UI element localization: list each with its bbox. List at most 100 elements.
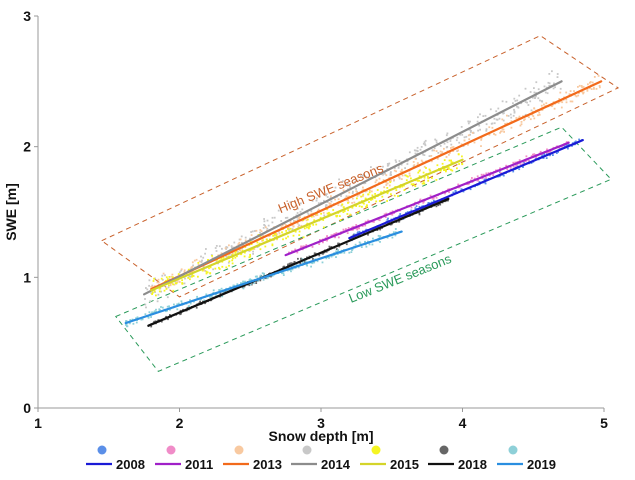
point-2014 — [530, 109, 533, 112]
point-2019 — [233, 284, 236, 287]
point-2015 — [339, 219, 342, 221]
point-2019 — [335, 256, 337, 258]
point-2011 — [364, 220, 367, 223]
point-2018 — [270, 275, 272, 278]
point-2014 — [263, 224, 265, 226]
point-2013 — [528, 116, 530, 119]
point-2013 — [573, 90, 575, 92]
point-2013 — [581, 86, 583, 89]
point-2014 — [389, 174, 392, 176]
point-2013 — [578, 84, 581, 87]
point-2018 — [287, 264, 289, 267]
point-2014 — [263, 218, 265, 220]
point-2018 — [199, 300, 201, 303]
point-2015 — [323, 226, 325, 229]
point-2018 — [337, 242, 339, 245]
point-2014 — [355, 188, 357, 190]
point-2011 — [318, 243, 321, 245]
point-2013 — [374, 181, 377, 184]
point-2015 — [235, 250, 238, 253]
point-2015 — [287, 228, 289, 230]
point-2011 — [356, 227, 359, 229]
point-2014 — [493, 122, 496, 125]
point-2014 — [363, 173, 365, 176]
point-2014 — [502, 112, 504, 115]
point-2015 — [243, 255, 246, 258]
legend-label-2019: 2019 — [527, 457, 556, 472]
point-2019 — [135, 321, 138, 324]
point-2008 — [469, 188, 472, 191]
point-2013 — [312, 215, 315, 218]
point-2011 — [417, 202, 420, 205]
point-2014 — [277, 209, 280, 212]
point-2015 — [423, 182, 426, 185]
point-2013 — [189, 268, 192, 271]
point-2014 — [513, 111, 516, 114]
point-2014 — [397, 167, 400, 169]
point-2019 — [271, 274, 274, 277]
point-2014 — [467, 120, 470, 123]
point-2015 — [281, 231, 283, 234]
point-2011 — [311, 246, 314, 248]
point-2014 — [534, 97, 536, 99]
point-2011 — [305, 244, 308, 246]
point-2015 — [342, 211, 345, 213]
annotation-boxes — [100, 35, 620, 373]
point-2015 — [287, 235, 289, 238]
point-2011 — [358, 227, 360, 230]
point-2011 — [296, 251, 299, 254]
annotation-box-1 — [115, 126, 612, 373]
point-2013 — [480, 137, 483, 140]
point-2014 — [214, 247, 217, 249]
point-2015 — [327, 213, 330, 216]
fit-line-2019 — [124, 230, 403, 325]
point-2015 — [308, 227, 310, 230]
legend-marker-dot-2019 — [508, 445, 518, 455]
point-2011 — [488, 174, 491, 177]
point-2019 — [176, 308, 179, 311]
point-2018 — [314, 252, 317, 255]
point-2014 — [238, 238, 241, 241]
point-2011 — [384, 216, 387, 218]
point-2013 — [503, 131, 505, 133]
point-2014 — [161, 274, 164, 277]
point-2013 — [565, 98, 568, 101]
point-2014 — [422, 153, 424, 156]
point-2014 — [450, 143, 453, 146]
point-2008 — [483, 178, 486, 181]
point-2015 — [211, 255, 213, 257]
point-2019 — [301, 258, 304, 260]
point-2013 — [533, 107, 536, 110]
point-2014 — [168, 278, 171, 281]
point-2019 — [253, 282, 255, 285]
point-2013 — [463, 139, 466, 142]
point-2014 — [167, 286, 170, 289]
point-2014 — [296, 216, 299, 219]
point-2014 — [489, 108, 492, 111]
point-2008 — [555, 152, 558, 154]
point-2014 — [263, 220, 266, 223]
point-2019 — [321, 261, 324, 264]
point-2015 — [308, 224, 311, 227]
point-2008 — [552, 154, 554, 156]
point-2019 — [209, 296, 211, 298]
point-2013 — [400, 178, 403, 180]
point-2014 — [460, 126, 463, 128]
point-2014 — [226, 246, 229, 249]
point-2011 — [482, 173, 485, 176]
point-2014 — [512, 102, 514, 105]
point-2015 — [412, 183, 415, 186]
point-2015 — [207, 259, 209, 261]
point-2019 — [316, 260, 319, 263]
point-2013 — [334, 198, 336, 201]
point-2018 — [179, 313, 181, 316]
point-2013 — [582, 86, 585, 88]
point-2014 — [252, 250, 254, 253]
point-2013 — [280, 226, 283, 229]
point-2014 — [178, 271, 181, 274]
point-2014 — [317, 202, 320, 205]
point-2014 — [424, 143, 426, 146]
point-2013 — [494, 133, 497, 136]
point-2015 — [393, 194, 396, 197]
point-2015 — [389, 181, 392, 184]
